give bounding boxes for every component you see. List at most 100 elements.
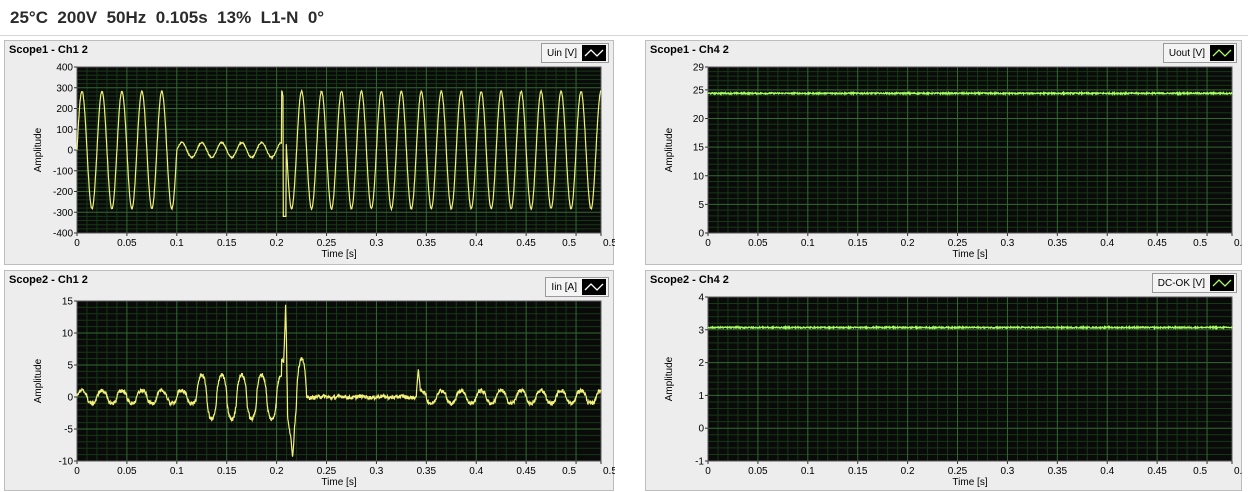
plot-area <box>77 301 601 461</box>
x-tick-label: 0.1 <box>801 238 815 249</box>
x-axis-label: Time [s] <box>321 477 356 488</box>
y-axis-label: Amplitude <box>33 127 44 172</box>
scope2-ch1-panel: 0 0.05 0.1 0.15 0.2 0.25 0.3 0.35 0.4 0.45 0.5 0.52… <box>4 270 615 492</box>
y-tick-label: 0 <box>698 424 704 435</box>
x-tick-label: 0.5 <box>1193 466 1207 477</box>
scope-title: Scope1 - Ch1 2 <box>9 44 88 56</box>
scope1-ch1-chart[interactable]: 0 0.05 0.1 0.15 0.2 0.25 0.3 0.35 0.4 0.45 0.5 0.52… <box>5 41 615 266</box>
x-tick-label: 0.5 <box>562 466 576 477</box>
x-tick-label: 0.15 <box>848 238 868 249</box>
x-tick-label: 0.4 <box>1100 238 1114 249</box>
plot-frame <box>707 296 1233 462</box>
y-tick-label: -1 <box>695 457 704 468</box>
scope2-ch4-chart[interactable]: 0 0.05 0.1 0.15 0.2 0.25 0.3 0.35 0.4 0.45 0.5 0.52… <box>646 271 1243 492</box>
y-tick-label: 1 <box>698 391 704 402</box>
legend-label: Uin [V] <box>546 47 577 59</box>
y-tick-label: 0 <box>67 393 73 404</box>
minor-grid <box>77 301 601 461</box>
x-tick-label: 0.2 <box>270 466 284 477</box>
legend[interactable]: Uout [V] <box>1162 43 1237 63</box>
x-tick-label: 0.15 <box>217 238 237 249</box>
scope2-ch4-panel: 0 0.05 0.1 0.15 0.2 0.25 0.3 0.35 0.4 0.45 0.5 0.52… <box>645 270 1243 492</box>
x-tick-label: 0.5 <box>1193 238 1207 249</box>
y-tick-label: 15 <box>693 143 705 154</box>
status-text: 25°C 200V 50Hz 0.105s 13% L1-N 0° <box>10 8 325 27</box>
x-tick-label: 0 <box>74 238 80 249</box>
y-tick-label: 20 <box>693 114 705 125</box>
trace-line <box>707 324 1233 331</box>
scope1-ch1-panel: 0 0.05 0.1 0.15 0.2 0.25 0.3 0.35 0.4 0.45 0.5 0.52… <box>4 40 615 266</box>
x-tick-label: 0 <box>705 238 711 249</box>
legend-label: Uout [V] <box>1168 47 1205 59</box>
legend[interactable]: Iin [A] <box>545 277 609 297</box>
y-tick-label: 300 <box>56 83 73 94</box>
x-tick-label: 0.15 <box>217 466 237 477</box>
legend[interactable]: DC-OK [V] <box>1151 273 1237 293</box>
y-tick-label: 0 <box>67 146 73 157</box>
x-tick-label: 0 <box>705 466 711 477</box>
legend[interactable]: Uin [V] <box>540 43 609 63</box>
y-tick-label: 29 <box>693 63 705 74</box>
x-tick-label: 0.4 <box>1100 466 1114 477</box>
plot-area <box>708 67 1232 233</box>
scope-title: Scope1 - Ch4 2 <box>650 44 729 56</box>
x-tick-label: 0.525 <box>1234 466 1243 477</box>
x-tick-label: 0 <box>74 466 80 477</box>
y-tick-label: -400 <box>53 229 73 240</box>
minor-grid <box>708 67 1232 233</box>
x-tick-label: 0.1 <box>170 238 184 249</box>
y-tick-label: 400 <box>56 63 73 74</box>
x-tick-label: 0.35 <box>1048 466 1068 477</box>
trace-style-icon[interactable] <box>1210 275 1234 291</box>
x-tick-label: 0.35 <box>1048 238 1068 249</box>
y-tick-label: 100 <box>56 125 73 136</box>
y-tick-label: 10 <box>62 329 74 340</box>
status-bar: 25°C 200V 50Hz 0.105s 13% L1-N 0° <box>0 0 1248 36</box>
x-tick-label: 0.45 <box>516 466 536 477</box>
x-tick-label: 0.25 <box>317 466 337 477</box>
x-axis-label: Time [s] <box>952 249 987 260</box>
scope2-ch1-chart[interactable]: 0 0.05 0.1 0.15 0.2 0.25 0.3 0.35 0.4 0.45 0.5 0.52… <box>5 271 615 492</box>
x-tick-label: 0.45 <box>1147 466 1167 477</box>
x-tick-label: 0.25 <box>948 466 968 477</box>
y-axis-label: Amplitude <box>664 356 675 401</box>
x-tick-label: 0.2 <box>901 238 915 249</box>
x-tick-label: 0.05 <box>117 466 137 477</box>
trace-style-icon[interactable] <box>582 45 606 61</box>
scope-title: Scope2 - Ch1 2 <box>9 274 88 286</box>
y-tick-label: 2 <box>698 358 704 369</box>
y-tick-label: 25 <box>693 85 705 96</box>
y-tick-label: 0 <box>698 229 704 240</box>
trace-line <box>76 88 602 217</box>
trace-style-icon[interactable] <box>1210 45 1234 61</box>
x-tick-label: 0.525 <box>603 466 615 477</box>
scope1-ch4-chart[interactable]: 0 0.05 0.1 0.15 0.2 0.25 0.3 0.35 0.4 0.45 0.5 0.52… <box>646 41 1243 266</box>
y-tick-label: -100 <box>53 166 73 177</box>
scope-title: Scope2 - Ch4 2 <box>650 274 729 286</box>
trace-line <box>707 90 1233 97</box>
x-tick-label: 0.525 <box>1234 238 1243 249</box>
trace-style-icon[interactable] <box>582 279 606 295</box>
x-tick-label: 0.4 <box>469 238 483 249</box>
x-tick-label: 0.2 <box>270 238 284 249</box>
scope1-ch4-panel: 0 0.05 0.1 0.15 0.2 0.25 0.3 0.35 0.4 0.45 0.5 0.52… <box>645 40 1243 266</box>
x-tick-label: 0.25 <box>317 238 337 249</box>
y-tick-label: -300 <box>53 208 73 219</box>
y-tick-label: 15 <box>62 297 74 308</box>
x-tick-label: 0.1 <box>170 466 184 477</box>
y-tick-label: 5 <box>67 361 73 372</box>
y-axis-label: Amplitude <box>664 127 675 172</box>
y-tick-label: -10 <box>59 457 74 468</box>
x-tick-label: 0.35 <box>417 466 437 477</box>
y-tick-label: 5 <box>698 200 704 211</box>
x-tick-label: 0.1 <box>801 466 815 477</box>
y-tick-label: 10 <box>693 171 705 182</box>
x-tick-label: 0.45 <box>516 238 536 249</box>
y-tick-label: 200 <box>56 104 73 115</box>
minor-grid <box>708 297 1232 461</box>
x-tick-label: 0.15 <box>848 466 868 477</box>
x-tick-label: 0.25 <box>948 238 968 249</box>
y-tick-label: -200 <box>53 187 73 198</box>
x-tick-label: 0.05 <box>748 466 768 477</box>
x-tick-label: 0.5 <box>562 238 576 249</box>
